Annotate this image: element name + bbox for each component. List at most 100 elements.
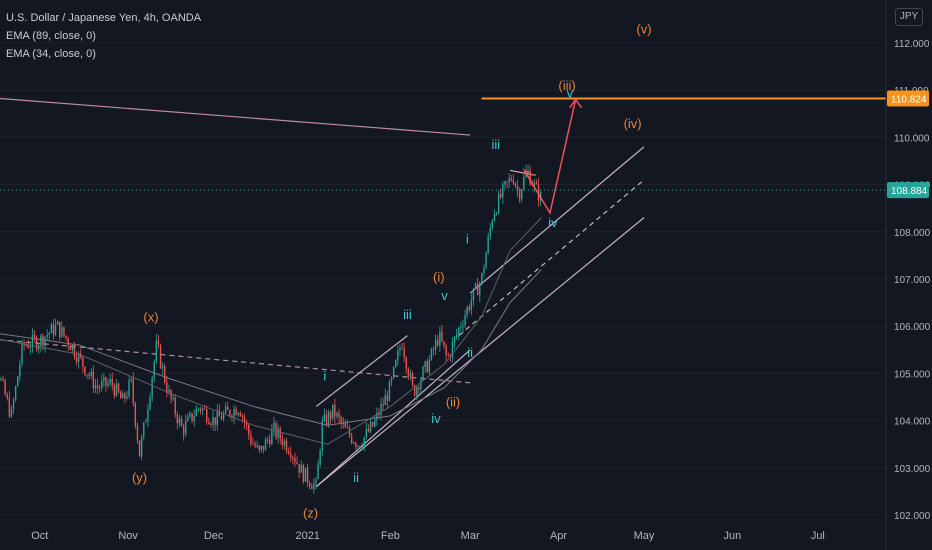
candle-body bbox=[241, 415, 244, 418]
channel-2-middle[interactable] bbox=[458, 179, 645, 337]
candle-body bbox=[441, 331, 443, 342]
candle-body bbox=[201, 408, 204, 411]
candle-body bbox=[138, 440, 141, 457]
candle-body bbox=[500, 193, 502, 198]
candle-body bbox=[487, 236, 489, 254]
candle-body bbox=[40, 335, 42, 346]
channel-1-lower[interactable] bbox=[315, 349, 471, 488]
candle-body bbox=[271, 429, 273, 445]
projection-path[interactable] bbox=[523, 99, 577, 215]
candle-body bbox=[527, 170, 529, 172]
candle-body bbox=[203, 408, 206, 410]
candle-body bbox=[407, 369, 410, 377]
target-price-tag[interactable]: 110.824 bbox=[891, 95, 927, 106]
candle-body bbox=[151, 377, 153, 397]
ema-89-label[interactable]: EMA (89, close, 0) bbox=[6, 30, 96, 42]
candle-body bbox=[476, 283, 479, 296]
candle-body bbox=[264, 439, 267, 451]
candle-body bbox=[409, 373, 412, 377]
candle-body bbox=[113, 385, 116, 396]
candle-body bbox=[350, 435, 353, 443]
wave-label-major[interactable]: (iv) bbox=[624, 116, 642, 131]
wave-label-minor[interactable]: i bbox=[323, 368, 326, 383]
candle-body bbox=[523, 176, 525, 190]
candle-body bbox=[48, 333, 50, 335]
candle-body bbox=[149, 396, 151, 409]
candle-body bbox=[50, 324, 53, 334]
candle-body bbox=[306, 467, 309, 483]
candle-body bbox=[248, 424, 250, 435]
ema-34-line[interactable] bbox=[0, 217, 542, 445]
candle-body bbox=[327, 412, 330, 426]
wave-label-minor[interactable]: v bbox=[567, 85, 574, 100]
candle-body bbox=[348, 427, 351, 436]
candle-body bbox=[395, 360, 397, 367]
candle-body bbox=[29, 346, 32, 348]
dashed-neckline[interactable] bbox=[0, 336, 471, 384]
wave-label-minor[interactable]: iv bbox=[431, 411, 441, 426]
channel-2-lower[interactable] bbox=[315, 217, 645, 488]
candle-body bbox=[411, 373, 414, 386]
candle-body bbox=[168, 389, 170, 393]
candle-body bbox=[75, 357, 78, 363]
channel-2-upper[interactable] bbox=[469, 146, 645, 294]
time-tick-label: Feb bbox=[381, 530, 400, 542]
candle-body bbox=[178, 418, 181, 424]
candle-body bbox=[132, 378, 134, 403]
wave-label-minor[interactable]: iii bbox=[491, 137, 500, 152]
candle-body bbox=[332, 404, 334, 419]
wave-label-major[interactable]: (x) bbox=[143, 309, 158, 324]
candle-body bbox=[336, 412, 338, 417]
wave-label-major[interactable]: (y) bbox=[132, 470, 147, 485]
currency-badge[interactable]: JPY bbox=[895, 8, 923, 26]
candle-body bbox=[287, 451, 290, 454]
wave-label-minor[interactable]: v bbox=[441, 288, 448, 303]
candle-body bbox=[371, 422, 374, 427]
candle-body bbox=[485, 253, 487, 269]
long-trendline[interactable] bbox=[0, 95, 471, 136]
candle-body bbox=[319, 450, 321, 465]
time-tick-label: Oct bbox=[31, 530, 48, 542]
price-tick-label: 112.000 bbox=[894, 39, 930, 50]
candle-body bbox=[10, 408, 13, 417]
wave-label-major[interactable]: (z) bbox=[303, 505, 318, 520]
candle-body bbox=[279, 428, 281, 439]
candle-body bbox=[187, 416, 189, 422]
candle-body bbox=[516, 186, 519, 191]
current-price-tag[interactable]: 108.884 bbox=[891, 186, 928, 197]
wave-label-major[interactable]: (v) bbox=[636, 22, 651, 37]
channel-1-upper[interactable] bbox=[315, 335, 408, 407]
ema-34-label[interactable]: EMA (34, close, 0) bbox=[6, 48, 96, 60]
wave-label-minor[interactable]: ii bbox=[467, 345, 473, 360]
ema-89-line[interactable] bbox=[0, 269, 542, 426]
candle-body bbox=[252, 443, 254, 445]
candle-body bbox=[325, 414, 328, 426]
candle-body bbox=[134, 402, 137, 426]
candle-body bbox=[521, 189, 523, 200]
candle-body bbox=[367, 428, 370, 432]
wave-label-minor[interactable]: i bbox=[466, 232, 469, 247]
candle-body bbox=[311, 486, 313, 489]
candle-body bbox=[140, 437, 143, 457]
wave-label-minor[interactable]: ii bbox=[353, 470, 359, 485]
price-tick-label: 105.000 bbox=[894, 369, 931, 380]
wave-label-major[interactable]: (ii) bbox=[446, 394, 460, 409]
candle-body bbox=[128, 380, 130, 397]
candle-body bbox=[159, 345, 162, 369]
candle-body bbox=[460, 326, 462, 328]
candle-body bbox=[437, 339, 439, 346]
candle-body bbox=[216, 410, 218, 426]
candle-body bbox=[35, 337, 38, 350]
candle-body bbox=[422, 366, 424, 380]
wave-label-minor[interactable]: iv bbox=[548, 215, 558, 230]
wave-label-major[interactable]: (i) bbox=[433, 269, 445, 284]
time-tick-label: Jun bbox=[723, 530, 741, 542]
candle-body bbox=[105, 377, 107, 386]
wave-label-major[interactable]: (iii) bbox=[558, 78, 575, 93]
candle-body bbox=[495, 213, 498, 215]
candle-body bbox=[338, 412, 340, 418]
symbol-title[interactable]: U.S. Dollar / Japanese Yen, 4h, OANDA bbox=[6, 12, 202, 24]
candle-body bbox=[6, 394, 8, 398]
wave-label-minor[interactable]: iii bbox=[403, 307, 412, 322]
